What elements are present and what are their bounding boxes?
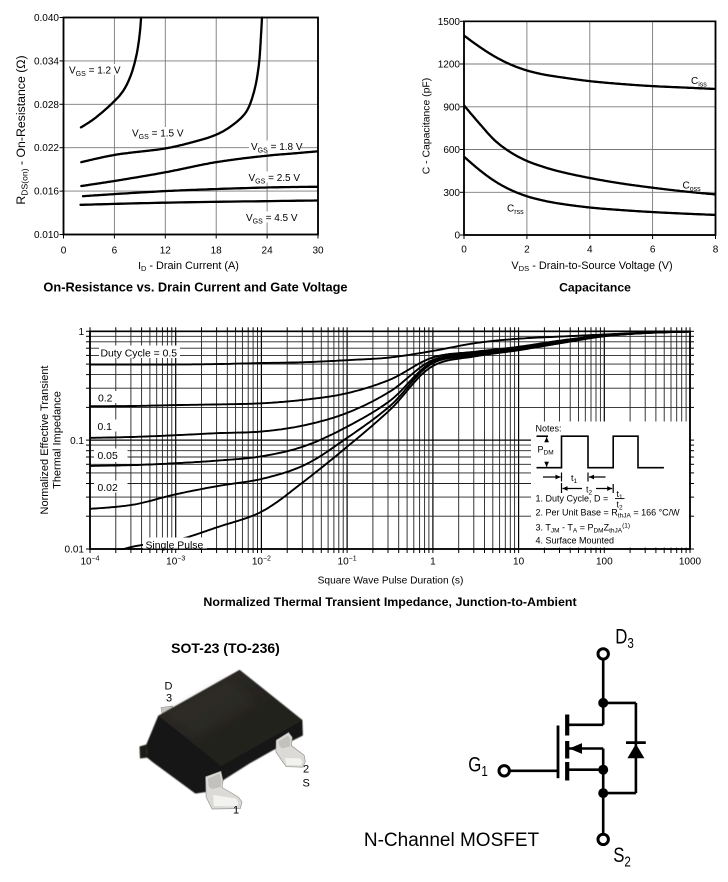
svg-text:Capacitance: Capacitance: [559, 281, 631, 295]
svg-text:0.022: 0.022: [34, 143, 59, 154]
svg-text:12: 12: [160, 246, 172, 257]
svg-text:0.028: 0.028: [34, 100, 59, 111]
svg-text:D: D: [165, 681, 173, 693]
svg-text:0: 0: [61, 246, 67, 257]
svg-text:10−3: 10−3: [166, 556, 185, 568]
svg-text:Notes:: Notes:: [536, 424, 562, 434]
svg-text:Square Wave Pulse Duration (s): Square Wave Pulse Duration (s): [318, 576, 464, 587]
svg-text:0.010: 0.010: [34, 230, 59, 241]
svg-text:1: 1: [430, 557, 436, 568]
svg-text:G1: G1: [468, 754, 488, 779]
svg-text:Normalized Effective Transient: Normalized Effective Transient: [39, 366, 51, 515]
svg-text:0.1: 0.1: [70, 436, 84, 447]
svg-text:RDS(on) - On-Resistance (Ω): RDS(on) - On-Resistance (Ω): [14, 55, 30, 204]
svg-text:S2: S2: [613, 844, 631, 869]
svg-text:10−2: 10−2: [252, 556, 271, 568]
svg-text:30: 30: [312, 246, 324, 257]
svg-text:0: 0: [454, 231, 460, 242]
svg-text:t2: t2: [586, 485, 593, 497]
svg-text:0.02: 0.02: [98, 483, 118, 494]
svg-text:Coss: Coss: [683, 181, 702, 194]
svg-text:Duty Cycle = 0.5: Duty Cycle = 0.5: [101, 349, 178, 360]
svg-text:S: S: [303, 778, 310, 790]
svg-text:t1: t1: [571, 473, 578, 485]
svg-text:0: 0: [461, 245, 467, 256]
svg-text:N-Channel MOSFET: N-Channel MOSFET: [364, 830, 540, 851]
svg-text:Normalized Thermal Transient I: Normalized Thermal Transient Impedance, …: [203, 595, 576, 609]
svg-text:1: 1: [78, 327, 84, 338]
svg-text:4. Surface Mounted: 4. Surface Mounted: [536, 536, 615, 546]
svg-text:1500: 1500: [438, 17, 461, 28]
svg-text:2. Per Unit Base = RthJA = 166: 2. Per Unit Base = RthJA = 166 °C/W: [536, 508, 681, 520]
svg-text:600: 600: [443, 145, 460, 156]
svg-text:10−1: 10−1: [338, 556, 357, 568]
svg-text:t1: t1: [617, 489, 624, 501]
svg-text:24: 24: [262, 246, 274, 257]
svg-text:t2: t2: [617, 500, 624, 512]
svg-text:Thermal Impedance: Thermal Impedance: [52, 391, 64, 489]
svg-text:C - Capacitance (pF): C - Capacitance (pF): [422, 78, 433, 174]
svg-text:Single Pulse: Single Pulse: [146, 541, 204, 552]
svg-text:0.01: 0.01: [65, 545, 85, 556]
svg-text:1. Duty Cycle, D =: 1. Duty Cycle, D =: [536, 494, 609, 504]
svg-text:VDS - Drain-to-Source Voltage: VDS - Drain-to-Source Voltage (V): [511, 260, 672, 273]
svg-text:0.016: 0.016: [34, 187, 59, 198]
svg-text:4: 4: [587, 245, 593, 256]
svg-text:2: 2: [303, 764, 309, 776]
svg-text:100: 100: [596, 557, 613, 568]
svg-text:1000: 1000: [679, 557, 702, 568]
svg-text:10−4: 10−4: [80, 556, 99, 568]
svg-text:1200: 1200: [438, 60, 461, 71]
svg-text:6: 6: [112, 246, 118, 257]
svg-text:D3: D3: [615, 626, 634, 651]
svg-text:3: 3: [166, 693, 172, 705]
svg-text:8: 8: [713, 245, 719, 256]
svg-text:0.034: 0.034: [34, 56, 59, 67]
svg-text:18: 18: [211, 246, 223, 257]
svg-text:SOT-23 (TO-236): SOT-23 (TO-236): [171, 640, 280, 656]
svg-text:0.05: 0.05: [98, 451, 118, 462]
svg-text:10: 10: [513, 557, 525, 568]
svg-text:3. TJM - TA = PDMZthJA(1): 3. TJM - TA = PDMZthJA(1): [536, 523, 631, 535]
svg-text:ID - Drain Current (A): ID - Drain Current (A): [138, 260, 239, 273]
svg-text:Crss: Crss: [507, 204, 524, 217]
svg-text:6: 6: [650, 245, 656, 256]
svg-text:Ciss: Ciss: [691, 76, 707, 89]
svg-text:1: 1: [233, 805, 239, 817]
svg-text:0.1: 0.1: [98, 422, 113, 433]
svg-text:300: 300: [443, 188, 460, 199]
svg-text:2: 2: [524, 245, 530, 256]
svg-text:0.040: 0.040: [34, 13, 59, 24]
svg-text:900: 900: [443, 102, 460, 113]
svg-text:0.2: 0.2: [98, 394, 113, 405]
svg-text:On-Resistance vs. Drain Curren: On-Resistance vs. Drain Current and Gate…: [43, 280, 347, 295]
